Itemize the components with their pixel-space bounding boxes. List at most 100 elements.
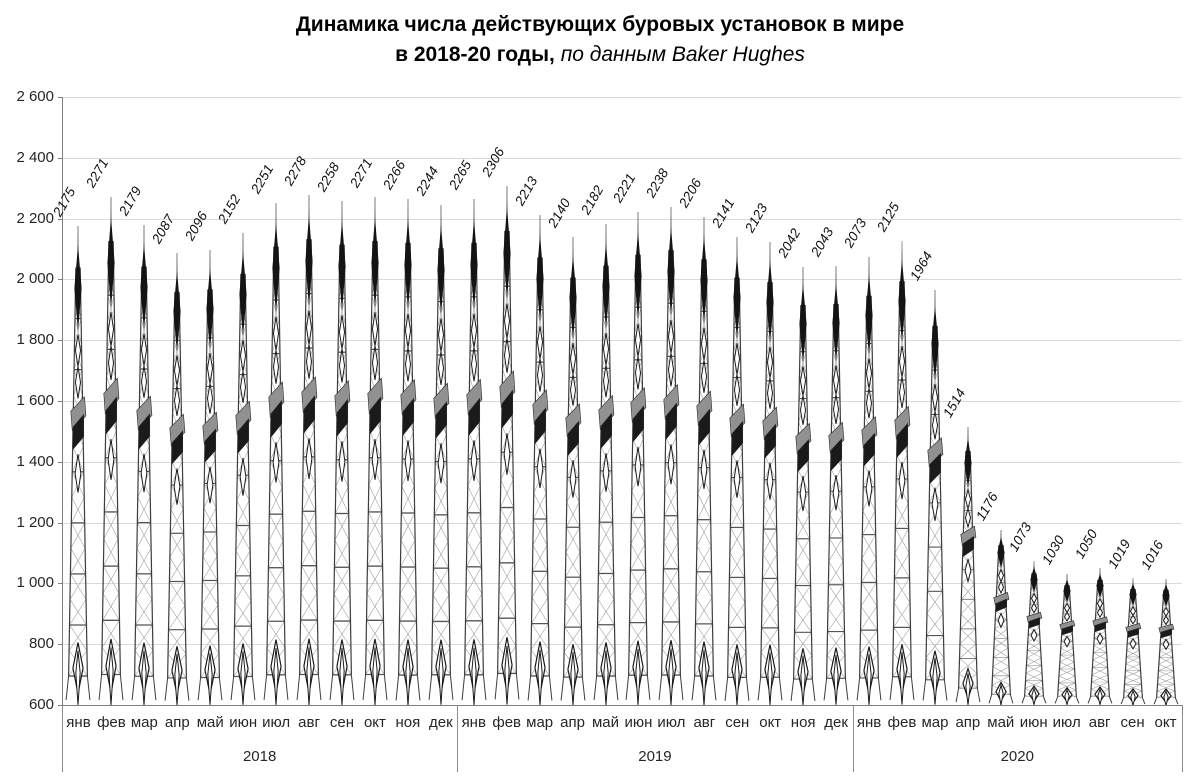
y-axis-label: 1 600 [16, 392, 54, 409]
oil-derrick-icon [988, 529, 1014, 705]
bar-value-label: 2266 [379, 157, 409, 192]
derrick-bar [856, 257, 882, 705]
derrick-bar [493, 186, 520, 705]
y-axis-line [62, 97, 63, 705]
derrick-bar [988, 529, 1014, 705]
year-label: 2018 [242, 748, 277, 765]
oil-derrick-icon [823, 266, 849, 705]
bar-value-label: 2244 [412, 164, 442, 199]
year-label: 2019 [638, 748, 672, 765]
year-separator [457, 705, 459, 772]
oil-derrick-icon [230, 233, 257, 705]
derrick-bar [296, 194, 322, 705]
derrick-bar [790, 266, 816, 705]
y-axis-label: 1 400 [16, 452, 54, 470]
derrick-bar [230, 233, 257, 705]
y-axis-tick [58, 461, 62, 463]
chart-title-line1: Динамика числа действующих буровых устан… [295, 13, 905, 36]
y-axis-label: 600 [28, 696, 54, 713]
y-axis-label: 2 000 [16, 270, 54, 288]
y-axis-label: 1 200 [16, 513, 54, 531]
month-label: фев [97, 714, 126, 731]
month-label: авг [1088, 714, 1111, 731]
oil-derrick-icon [131, 224, 158, 705]
month-label: сен [725, 714, 750, 731]
derrick-bar [164, 252, 191, 705]
y-axis-tick [58, 401, 62, 402]
oil-derrick-icon [1054, 574, 1080, 705]
month-label: май [196, 714, 224, 731]
derrick-bar [1087, 568, 1113, 705]
bar-value-label: 2271 [83, 155, 112, 191]
bar-value-label: 2141 [709, 195, 738, 230]
month-label: ноя [395, 714, 421, 731]
bar-value-label: 2152 [215, 191, 244, 227]
gridline [63, 97, 1182, 98]
derrick-bar [625, 212, 652, 705]
month-label: авг [693, 714, 716, 731]
derrick-bar [427, 205, 454, 705]
oil-derrick-icon [460, 198, 487, 705]
bar-value-label: 2042 [775, 225, 804, 260]
oil-derrick-icon [691, 216, 718, 705]
chart-title-line2: в 2018-20 годы, по данным Baker Hughes [0, 40, 1200, 70]
year-separator [62, 705, 63, 772]
month-label: ноя [790, 714, 816, 731]
oil-derrick-icon [757, 242, 784, 705]
oil-derrick-icon [790, 266, 816, 705]
y-axis-tick [58, 97, 62, 98]
month-label: окт [363, 714, 386, 731]
derrick-bar [1120, 577, 1146, 705]
bar-value-label: 2271 [346, 155, 376, 191]
derrick-bar [955, 427, 981, 705]
derrick-bar [197, 250, 224, 705]
oil-derrick-icon [1153, 578, 1178, 705]
year-label: 2020 [1000, 748, 1034, 765]
bar-value-label: 2265 [445, 157, 475, 192]
month-label: сен [1120, 714, 1145, 731]
oil-derrick-icon [493, 186, 520, 705]
gridline [63, 279, 1182, 281]
gridline [63, 401, 1182, 402]
oil-derrick-icon [329, 200, 355, 705]
bar-value-label: 2043 [808, 225, 837, 260]
derrick-bar [1153, 578, 1179, 705]
chart-title-line2-bold: в 2018-20 годы, [395, 43, 555, 66]
gridline [63, 583, 1182, 585]
bar-value-label: 2175 [50, 184, 79, 220]
month-label: июл [657, 714, 686, 731]
month-label: сен [329, 714, 355, 731]
y-axis-tick [58, 218, 62, 220]
derrick-bar [329, 200, 355, 705]
oil-derrick-icon [164, 252, 191, 705]
y-axis-tick [58, 705, 62, 706]
oil-derrick-icon [394, 198, 421, 705]
bar-value-label: 2179 [116, 183, 145, 218]
month-label: май [987, 714, 1015, 731]
oil-derrick-icon [98, 197, 125, 705]
month-label: окт [759, 714, 782, 731]
bar-value-label: 2251 [248, 161, 277, 197]
y-axis-label: 2 400 [16, 148, 54, 166]
bar-value-label: 2238 [643, 165, 672, 201]
month-label: янв [66, 714, 91, 731]
oil-derrick-icon [1021, 561, 1047, 705]
month-label: янв [856, 714, 882, 731]
bar-value-label: 1016 [1137, 537, 1166, 572]
bar-value-label: 2125 [874, 200, 903, 235]
oil-derrick-icon [889, 241, 915, 705]
gridline [63, 340, 1182, 342]
oil-derrick-icon [263, 203, 290, 705]
bar-value-label: 2096 [182, 209, 211, 244]
bar-value-label: 2140 [544, 195, 573, 230]
month-label: апр [560, 714, 585, 731]
y-axis-label: 1 000 [16, 574, 54, 592]
oil-derrick-icon [526, 214, 553, 705]
month-label: мар [921, 714, 949, 731]
derrick-bar [526, 214, 553, 705]
derrick-bar [98, 197, 125, 705]
derrick-bar [724, 236, 751, 705]
oil-derrick-icon [559, 236, 586, 705]
oil-derrick-icon [362, 197, 388, 705]
bar-value-label: 1073 [1005, 520, 1035, 555]
